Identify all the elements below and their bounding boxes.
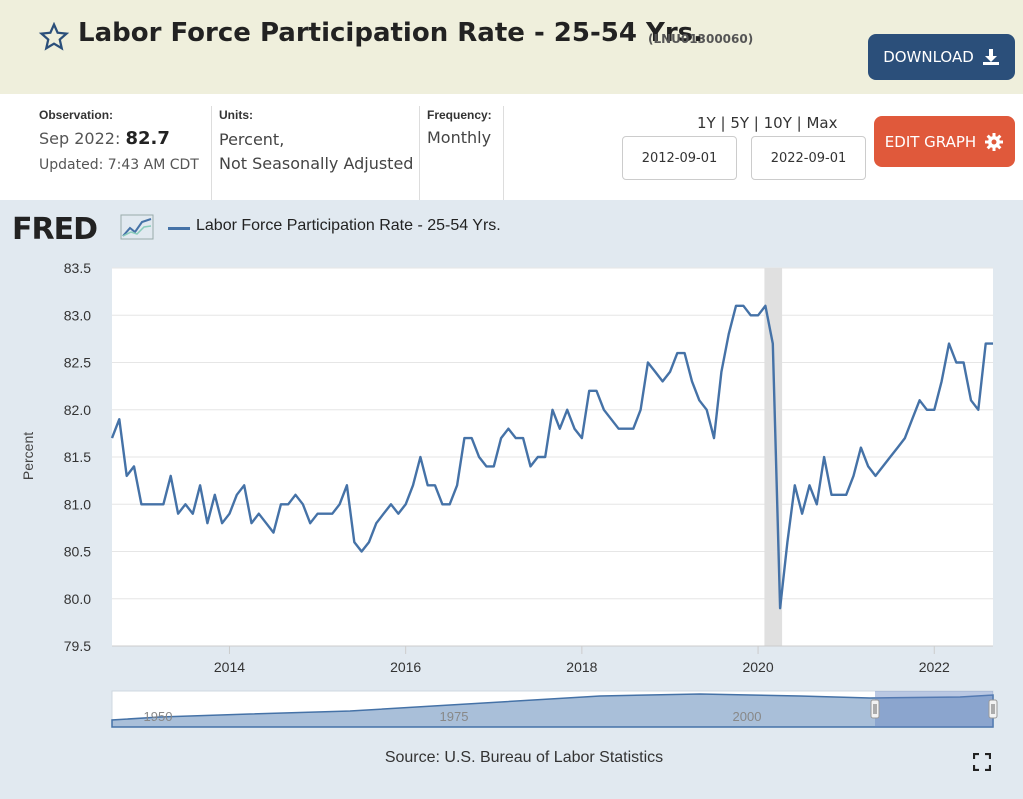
y-tick-label: 81.0: [64, 496, 91, 512]
gear-icon: [985, 132, 1004, 151]
source-note: Source: U.S. Bureau of Labor Statistics: [384, 749, 664, 766]
navigator-handle: [988, 699, 998, 719]
units-value: Percent, Not Seasonally Adjusted: [219, 128, 413, 176]
edit-graph-label: EDIT GRAPH: [884, 132, 977, 151]
fred-logo-chart-icon: [120, 214, 154, 240]
legend-label: Labor Force Participation Rate - 25-54 Y…: [196, 217, 501, 234]
divider: [211, 106, 212, 200]
observation-line: Sep 2022: 82.7: [39, 128, 170, 149]
y-tick-label: 83.0: [64, 307, 91, 323]
x-tick-label: 2014: [214, 659, 245, 675]
range-selector: 1Y | 5Y | 10Y | Max: [697, 114, 838, 132]
series-id: (LNU01300060): [648, 32, 754, 46]
navigator-label: 2000: [733, 709, 762, 724]
fullscreen-icon[interactable]: [973, 753, 991, 771]
units-line-1: Percent,: [219, 130, 285, 149]
observation-label: Observation:: [39, 108, 114, 122]
star-icon[interactable]: [38, 22, 70, 52]
end-date-input[interactable]: 2022-09-01: [751, 136, 866, 180]
navigator-label: 1950: [144, 709, 173, 724]
x-tick-label: 2022: [919, 659, 950, 675]
download-icon: [982, 49, 999, 65]
y-tick-label: 82.5: [64, 355, 91, 371]
download-label: DOWNLOAD: [883, 48, 974, 66]
x-tick-label: 2016: [390, 659, 421, 675]
units-line-2: Not Seasonally Adjusted: [219, 154, 414, 173]
edit-graph-button[interactable]: EDIT GRAPH: [874, 116, 1015, 167]
navigator-area: [111, 693, 994, 728]
frequency-label: Frequency:: [427, 108, 492, 122]
page-title: Labor Force Participation Rate - 25-54 Y…: [78, 18, 703, 48]
fred-logo[interactable]: FRED: [12, 212, 98, 247]
y-tick-label: 82.0: [64, 402, 91, 418]
observation-value: 82.7: [125, 128, 170, 149]
observation-date: Sep 2022:: [39, 129, 121, 148]
navigator-label: 1975: [440, 709, 469, 724]
y-tick-label: 81.5: [64, 449, 91, 465]
y-tick-label: 80.0: [64, 591, 91, 607]
x-tick-label: 2020: [742, 659, 773, 675]
range-5y[interactable]: 5Y: [730, 114, 750, 132]
series-line: [110, 304, 993, 610]
navigator-selection: [875, 691, 993, 727]
y-tick-label: 80.5: [64, 544, 91, 560]
header-bar: [0, 0, 1023, 94]
y-tick-label: 83.5: [64, 260, 91, 276]
updated-time: Updated: 7:43 AM CDT: [39, 157, 199, 173]
range-1y[interactable]: 1Y: [697, 114, 716, 132]
frequency-value: Monthly: [427, 128, 492, 147]
range-10y[interactable]: 10Y: [763, 114, 792, 132]
divider: [419, 106, 420, 200]
units-label: Units:: [219, 108, 253, 122]
y-tick-label: 79.5: [64, 638, 91, 654]
range-max[interactable]: Max: [806, 114, 838, 132]
download-button[interactable]: DOWNLOAD: [868, 34, 1015, 80]
x-tick-label: 2018: [566, 659, 597, 675]
start-date-input[interactable]: 2012-09-01: [622, 136, 737, 180]
navigator-handle: [870, 699, 880, 719]
divider: [503, 106, 504, 200]
legend-line: [168, 227, 190, 230]
